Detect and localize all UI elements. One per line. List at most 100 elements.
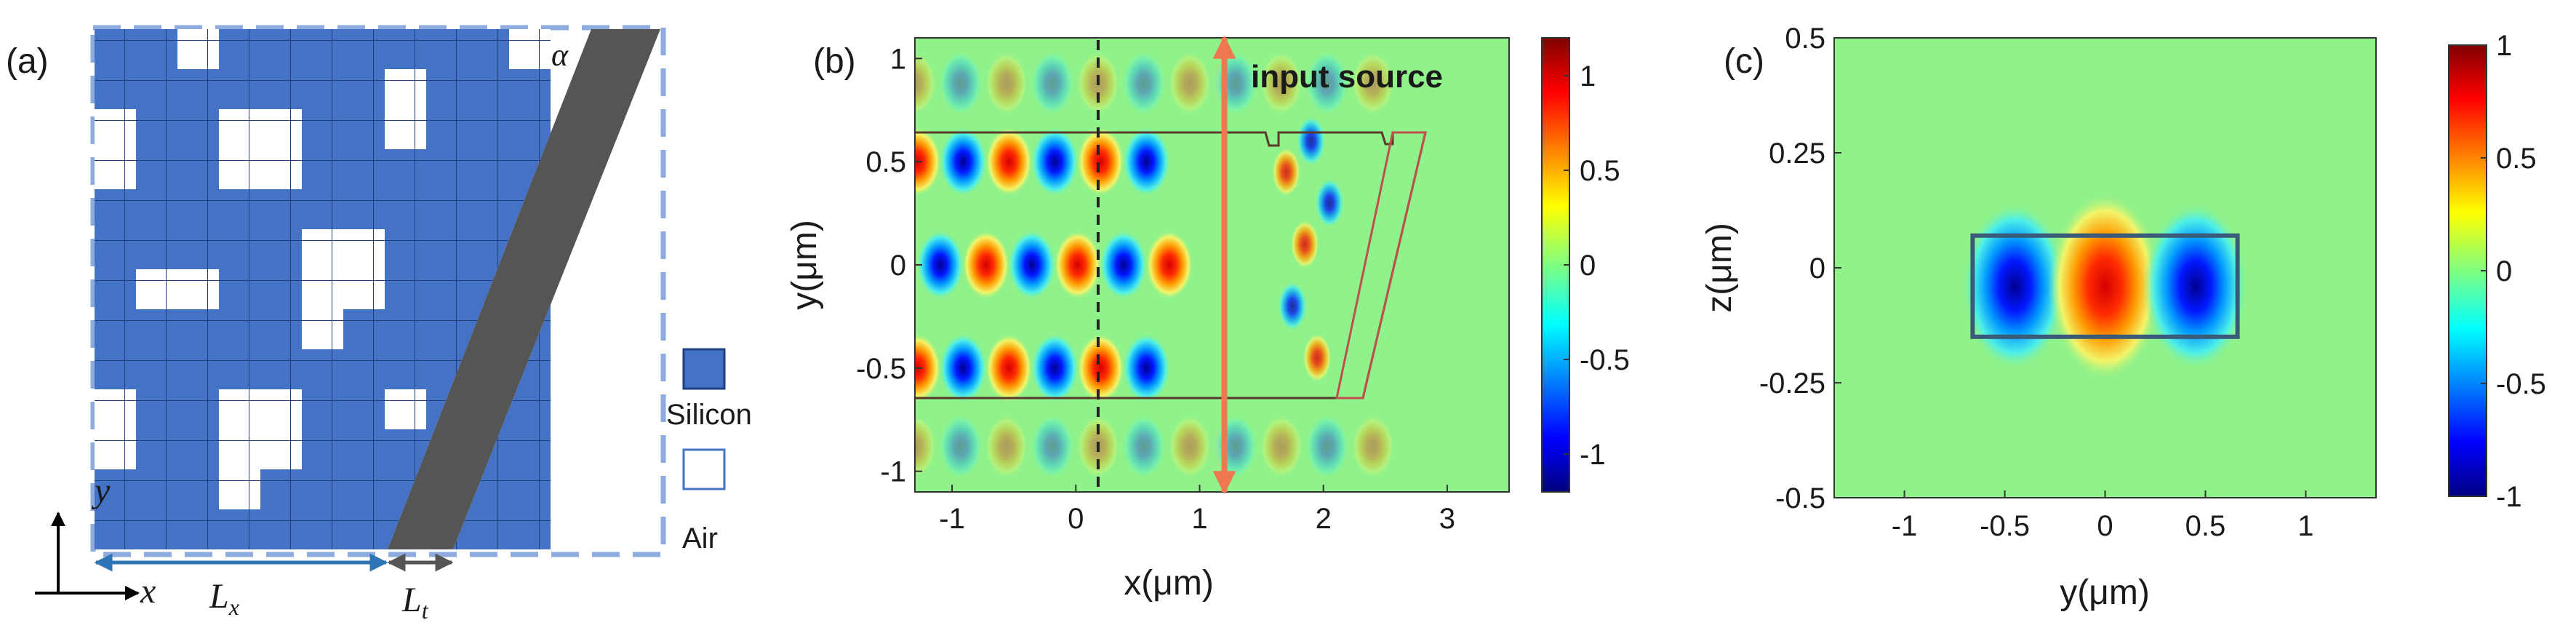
scatter-lobe bbox=[1278, 281, 1308, 331]
field-lobe-faint bbox=[1305, 51, 1349, 116]
mode-profile-c bbox=[1834, 38, 2376, 498]
field-lobe-faint bbox=[984, 51, 1028, 116]
lt-label: Lt bbox=[401, 581, 429, 624]
y-axis-label: y bbox=[91, 472, 111, 510]
field-lobe-faint bbox=[1259, 51, 1303, 116]
field-lobe bbox=[1031, 127, 1079, 197]
y-tick-label-b: -0.5 bbox=[856, 353, 906, 385]
field-lobe-faint bbox=[1030, 414, 1074, 479]
field-lobe bbox=[1076, 127, 1125, 197]
scatter-lobe bbox=[1303, 333, 1332, 383]
field-lobe-faint bbox=[1305, 414, 1349, 479]
x-axis-label-b: x(μm) bbox=[1124, 564, 1214, 603]
panel-a-label: (a) bbox=[6, 42, 49, 81]
field-lobe bbox=[939, 333, 988, 403]
waveguide-cross-section bbox=[1970, 233, 2240, 339]
scatter-lobe bbox=[1315, 178, 1345, 228]
input-source-label: input source bbox=[1251, 59, 1443, 95]
field-lobe bbox=[916, 230, 964, 300]
field-lobe-faint bbox=[1259, 414, 1303, 479]
panel-c-label: (c) bbox=[1724, 42, 1764, 81]
field-lobe bbox=[915, 127, 942, 197]
legend-silicon-swatch bbox=[682, 348, 726, 390]
field-lobe-faint bbox=[1167, 51, 1212, 116]
panel-c: (c) -1 -0.5 0 0.5 1 0.5 0.25 0 -0.25 -0.5 y(μm) z… bbox=[1700, 23, 2546, 612]
x-tick-label-c: 1 bbox=[2297, 510, 2313, 542]
alpha-label: α bbox=[551, 37, 569, 73]
colorbar-tick-label-b: 0 bbox=[1580, 250, 1596, 282]
field-lobe bbox=[1007, 230, 1056, 300]
field-lobe-faint bbox=[1351, 51, 1395, 116]
field-lobe bbox=[985, 127, 1033, 197]
field-map-b bbox=[915, 38, 1509, 492]
y-tick-label-c: 0 bbox=[1809, 253, 1825, 285]
mode-lobe-negative bbox=[2143, 202, 2248, 370]
colorbar-tick-label-b: 1 bbox=[1580, 60, 1596, 92]
y-axis-label-c: z(μm) bbox=[1700, 223, 1739, 313]
field-lobe-faint bbox=[1030, 51, 1074, 116]
colorbar-tick-label-c: -0.5 bbox=[2496, 368, 2546, 400]
scatter-lobe bbox=[1271, 147, 1301, 197]
lx-label: Lx bbox=[209, 577, 239, 620]
legend-silicon-label: Silicon bbox=[666, 399, 752, 431]
field-lobe-faint bbox=[1121, 414, 1166, 479]
field-lobe-faint bbox=[938, 51, 983, 116]
colorbar-tick-label-c: -1 bbox=[2496, 481, 2522, 513]
design-region-box bbox=[90, 25, 666, 557]
y-tick-label-c: 0.25 bbox=[1769, 138, 1825, 170]
field-lobe bbox=[961, 230, 1010, 300]
field-lobe bbox=[1122, 127, 1171, 197]
y-tick-label-c: 0.5 bbox=[1785, 23, 1825, 55]
panel-b-label: (b) bbox=[813, 42, 856, 81]
field-lobe-faint bbox=[1351, 414, 1395, 479]
field-lobe bbox=[1053, 230, 1102, 300]
field-lobe-faint bbox=[1167, 414, 1212, 479]
mode-lobe-positive bbox=[2048, 191, 2162, 381]
taper-outline bbox=[1335, 131, 1427, 400]
y-tick-label-b: 0.5 bbox=[865, 146, 906, 178]
panel-b: (b) input source -1 0 1 2 3 1 0.5 0 -0.5 -1 x(μm)… bbox=[785, 35, 1630, 603]
y-axis-label-b: y(μm) bbox=[785, 220, 824, 310]
mode-lobe-negative bbox=[1962, 202, 2068, 370]
axes-b: -1 0 1 2 3 1 0.5 0 -0.5 -1 bbox=[856, 43, 1455, 535]
field-lobe-faint bbox=[984, 414, 1028, 479]
field-lobe bbox=[939, 127, 988, 197]
x-tick-label-b: 2 bbox=[1316, 503, 1332, 535]
axes-c: -1 -0.5 0 0.5 1 0.5 0.25 0 -0.25 -0.5 bbox=[1759, 23, 2314, 542]
field-lobe-faint bbox=[1121, 51, 1166, 116]
legend-air-label: Air bbox=[682, 522, 718, 554]
y-tick-label-b: -1 bbox=[880, 456, 906, 488]
x-tick-label-b: 0 bbox=[1068, 503, 1084, 535]
field-lobe-faint bbox=[915, 414, 937, 479]
x-tick-label-c: 0 bbox=[2097, 510, 2113, 542]
x-tick-label-b: 3 bbox=[1439, 503, 1455, 535]
x-axis-label: x bbox=[140, 572, 156, 611]
colorbar-tick-label-c: 1 bbox=[2496, 30, 2512, 62]
legend-air-swatch bbox=[682, 448, 726, 490]
y-tick-label-b: 1 bbox=[890, 43, 906, 75]
colorbar-tick-label-b: -0.5 bbox=[1580, 344, 1630, 376]
scatter-lobe bbox=[1290, 219, 1320, 269]
field-lobe bbox=[1099, 230, 1148, 300]
field-lobe-faint bbox=[915, 51, 937, 116]
colorbar-tick-label-c: 0.5 bbox=[2496, 143, 2537, 175]
x-axis-label-c: y(μm) bbox=[2060, 573, 2150, 612]
y-tick-label-c: -0.5 bbox=[1775, 482, 1825, 514]
field-lobe bbox=[1076, 333, 1125, 403]
x-tick-label-b: 1 bbox=[1191, 503, 1207, 535]
colorbar-tick-label-c: 0 bbox=[2496, 255, 2512, 287]
x-tick-label-c: -1 bbox=[1892, 510, 1918, 542]
colorbar-tick-label-b: 0.5 bbox=[1580, 155, 1620, 187]
y-tick-label-b: 0 bbox=[890, 250, 906, 282]
field-lobe bbox=[985, 333, 1033, 403]
colorbar-ticks-b: 1 0.5 0 -0.5 -1 bbox=[1564, 60, 1630, 471]
field-lobe bbox=[1145, 230, 1193, 300]
field-lobe bbox=[915, 333, 942, 403]
x-tick-label-c: -0.5 bbox=[1980, 510, 2030, 542]
field-lobe bbox=[1122, 333, 1171, 403]
colorbar-ticks-c: 1 0.5 0 -0.5 -1 bbox=[2481, 30, 2546, 513]
x-tick-label-c: 0.5 bbox=[2185, 510, 2226, 542]
y-tick-label-c: -0.25 bbox=[1759, 367, 1825, 400]
scatter-lobe bbox=[1296, 116, 1326, 166]
